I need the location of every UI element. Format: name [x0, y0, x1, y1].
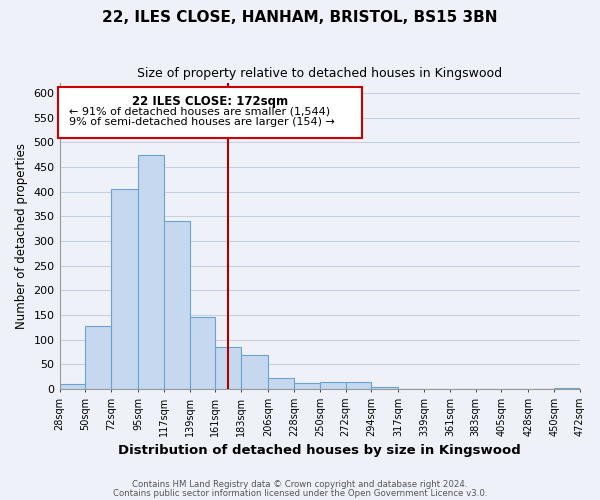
Bar — [111, 189, 138, 389]
Bar — [59, 384, 85, 389]
Bar — [268, 378, 294, 389]
Y-axis label: Number of detached properties: Number of detached properties — [15, 143, 28, 329]
Bar — [138, 154, 164, 389]
X-axis label: Distribution of detached houses by size in Kingswood: Distribution of detached houses by size … — [118, 444, 521, 458]
Bar — [85, 326, 111, 389]
Bar — [294, 383, 320, 389]
Text: Contains HM Land Registry data © Crown copyright and database right 2024.: Contains HM Land Registry data © Crown c… — [132, 480, 468, 489]
Text: 22 ILES CLOSE: 172sqm: 22 ILES CLOSE: 172sqm — [132, 95, 288, 108]
Bar — [554, 388, 580, 389]
Bar — [164, 221, 190, 389]
Bar — [320, 382, 346, 389]
Bar — [241, 356, 268, 389]
Bar — [190, 318, 215, 389]
Bar — [215, 347, 241, 389]
FancyBboxPatch shape — [58, 88, 362, 138]
Text: Contains public sector information licensed under the Open Government Licence v3: Contains public sector information licen… — [113, 488, 487, 498]
Bar — [371, 386, 398, 389]
Bar — [346, 382, 371, 389]
Text: ← 91% of detached houses are smaller (1,544): ← 91% of detached houses are smaller (1,… — [69, 106, 330, 117]
Title: Size of property relative to detached houses in Kingswood: Size of property relative to detached ho… — [137, 68, 502, 80]
Text: 22, ILES CLOSE, HANHAM, BRISTOL, BS15 3BN: 22, ILES CLOSE, HANHAM, BRISTOL, BS15 3B… — [102, 10, 498, 25]
Text: 9% of semi-detached houses are larger (154) →: 9% of semi-detached houses are larger (1… — [69, 116, 335, 126]
